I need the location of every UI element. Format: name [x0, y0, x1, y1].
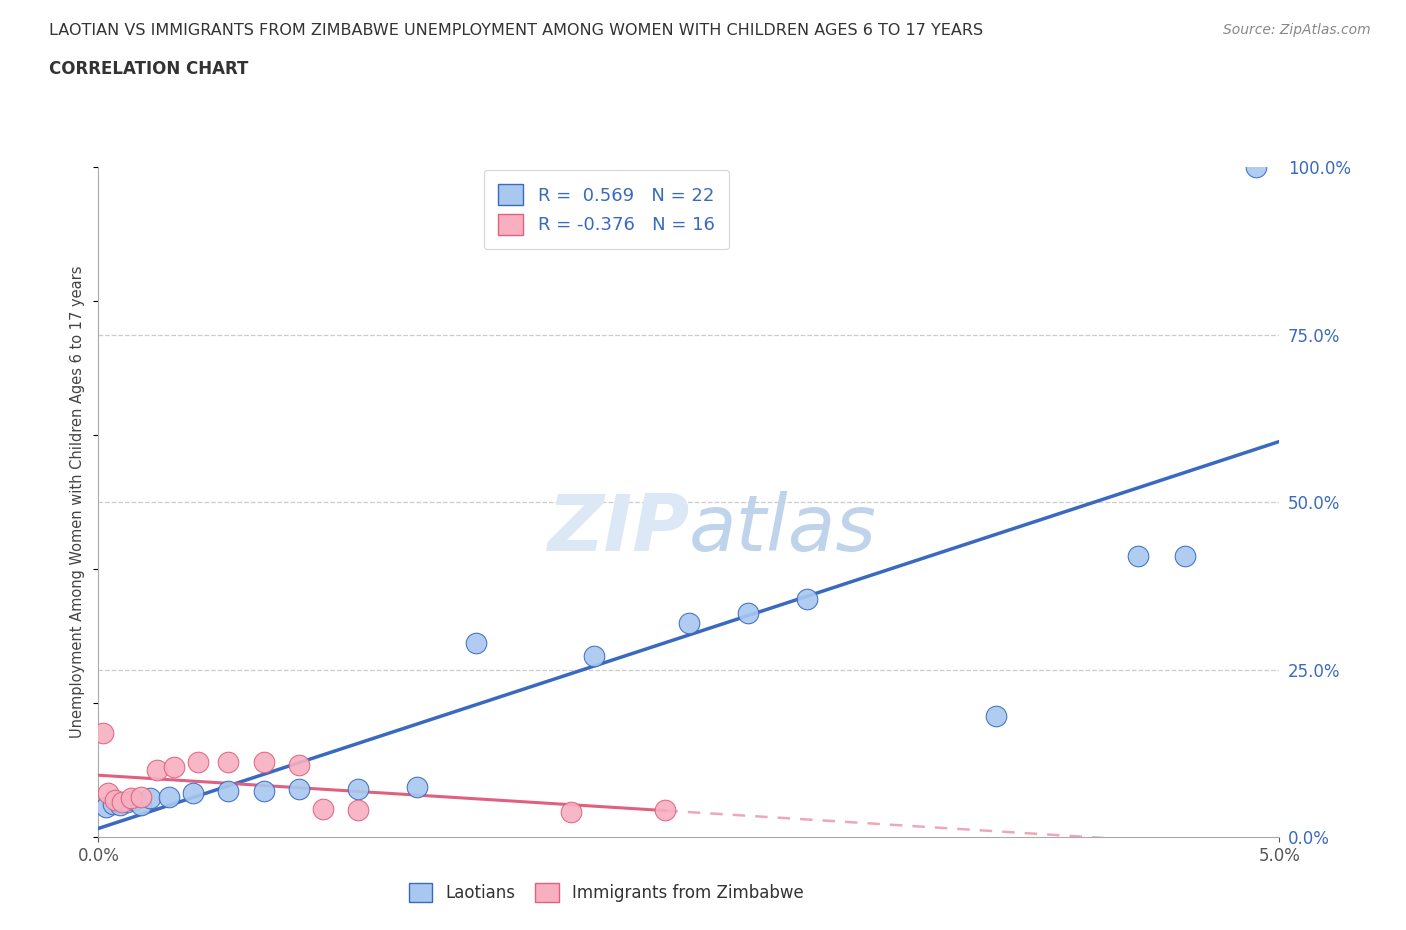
Point [187, 754, 209, 769]
Point [406, 779, 429, 794]
Point [1126, 549, 1149, 564]
Point [654, 803, 676, 817]
Point [984, 709, 1007, 724]
Point [139, 790, 162, 805]
Point [796, 591, 818, 606]
Text: atlas: atlas [689, 491, 877, 567]
Point [146, 763, 169, 777]
Point [312, 802, 335, 817]
Point [288, 781, 311, 796]
Point [104, 792, 127, 807]
Text: LAOTIAN VS IMMIGRANTS FROM ZIMBABWE UNEMPLOYMENT AMONG WOMEN WITH CHILDREN AGES : LAOTIAN VS IMMIGRANTS FROM ZIMBABWE UNEM… [49, 23, 983, 38]
Point [678, 616, 700, 631]
Point [91, 725, 114, 740]
Point [1174, 549, 1197, 564]
Point [560, 804, 582, 819]
Legend: Laotians, Immigrants from Zimbabwe: Laotians, Immigrants from Zimbabwe [402, 876, 810, 909]
Point [121, 790, 143, 805]
Point [115, 795, 138, 810]
Point [347, 803, 370, 817]
Point [97, 786, 120, 801]
Text: ZIP: ZIP [547, 491, 689, 567]
Point [737, 605, 759, 620]
Point [253, 754, 276, 769]
Point [253, 784, 276, 799]
Point [217, 754, 239, 769]
Point [1244, 160, 1267, 175]
Point [465, 635, 488, 650]
Point [129, 797, 152, 812]
Text: Source: ZipAtlas.com: Source: ZipAtlas.com [1223, 23, 1371, 37]
Point [157, 790, 180, 804]
Point [101, 796, 124, 811]
Y-axis label: Unemployment Among Women with Children Ages 6 to 17 years: Unemployment Among Women with Children A… [70, 266, 86, 738]
Point [347, 781, 370, 796]
Point [217, 784, 239, 799]
Point [122, 792, 145, 807]
Point [94, 800, 117, 815]
Point [129, 790, 152, 804]
Point [583, 649, 606, 664]
Point [163, 759, 186, 774]
Text: CORRELATION CHART: CORRELATION CHART [49, 60, 249, 78]
Point [108, 797, 131, 812]
Point [181, 786, 204, 801]
Point [288, 757, 311, 772]
Point [111, 795, 134, 810]
